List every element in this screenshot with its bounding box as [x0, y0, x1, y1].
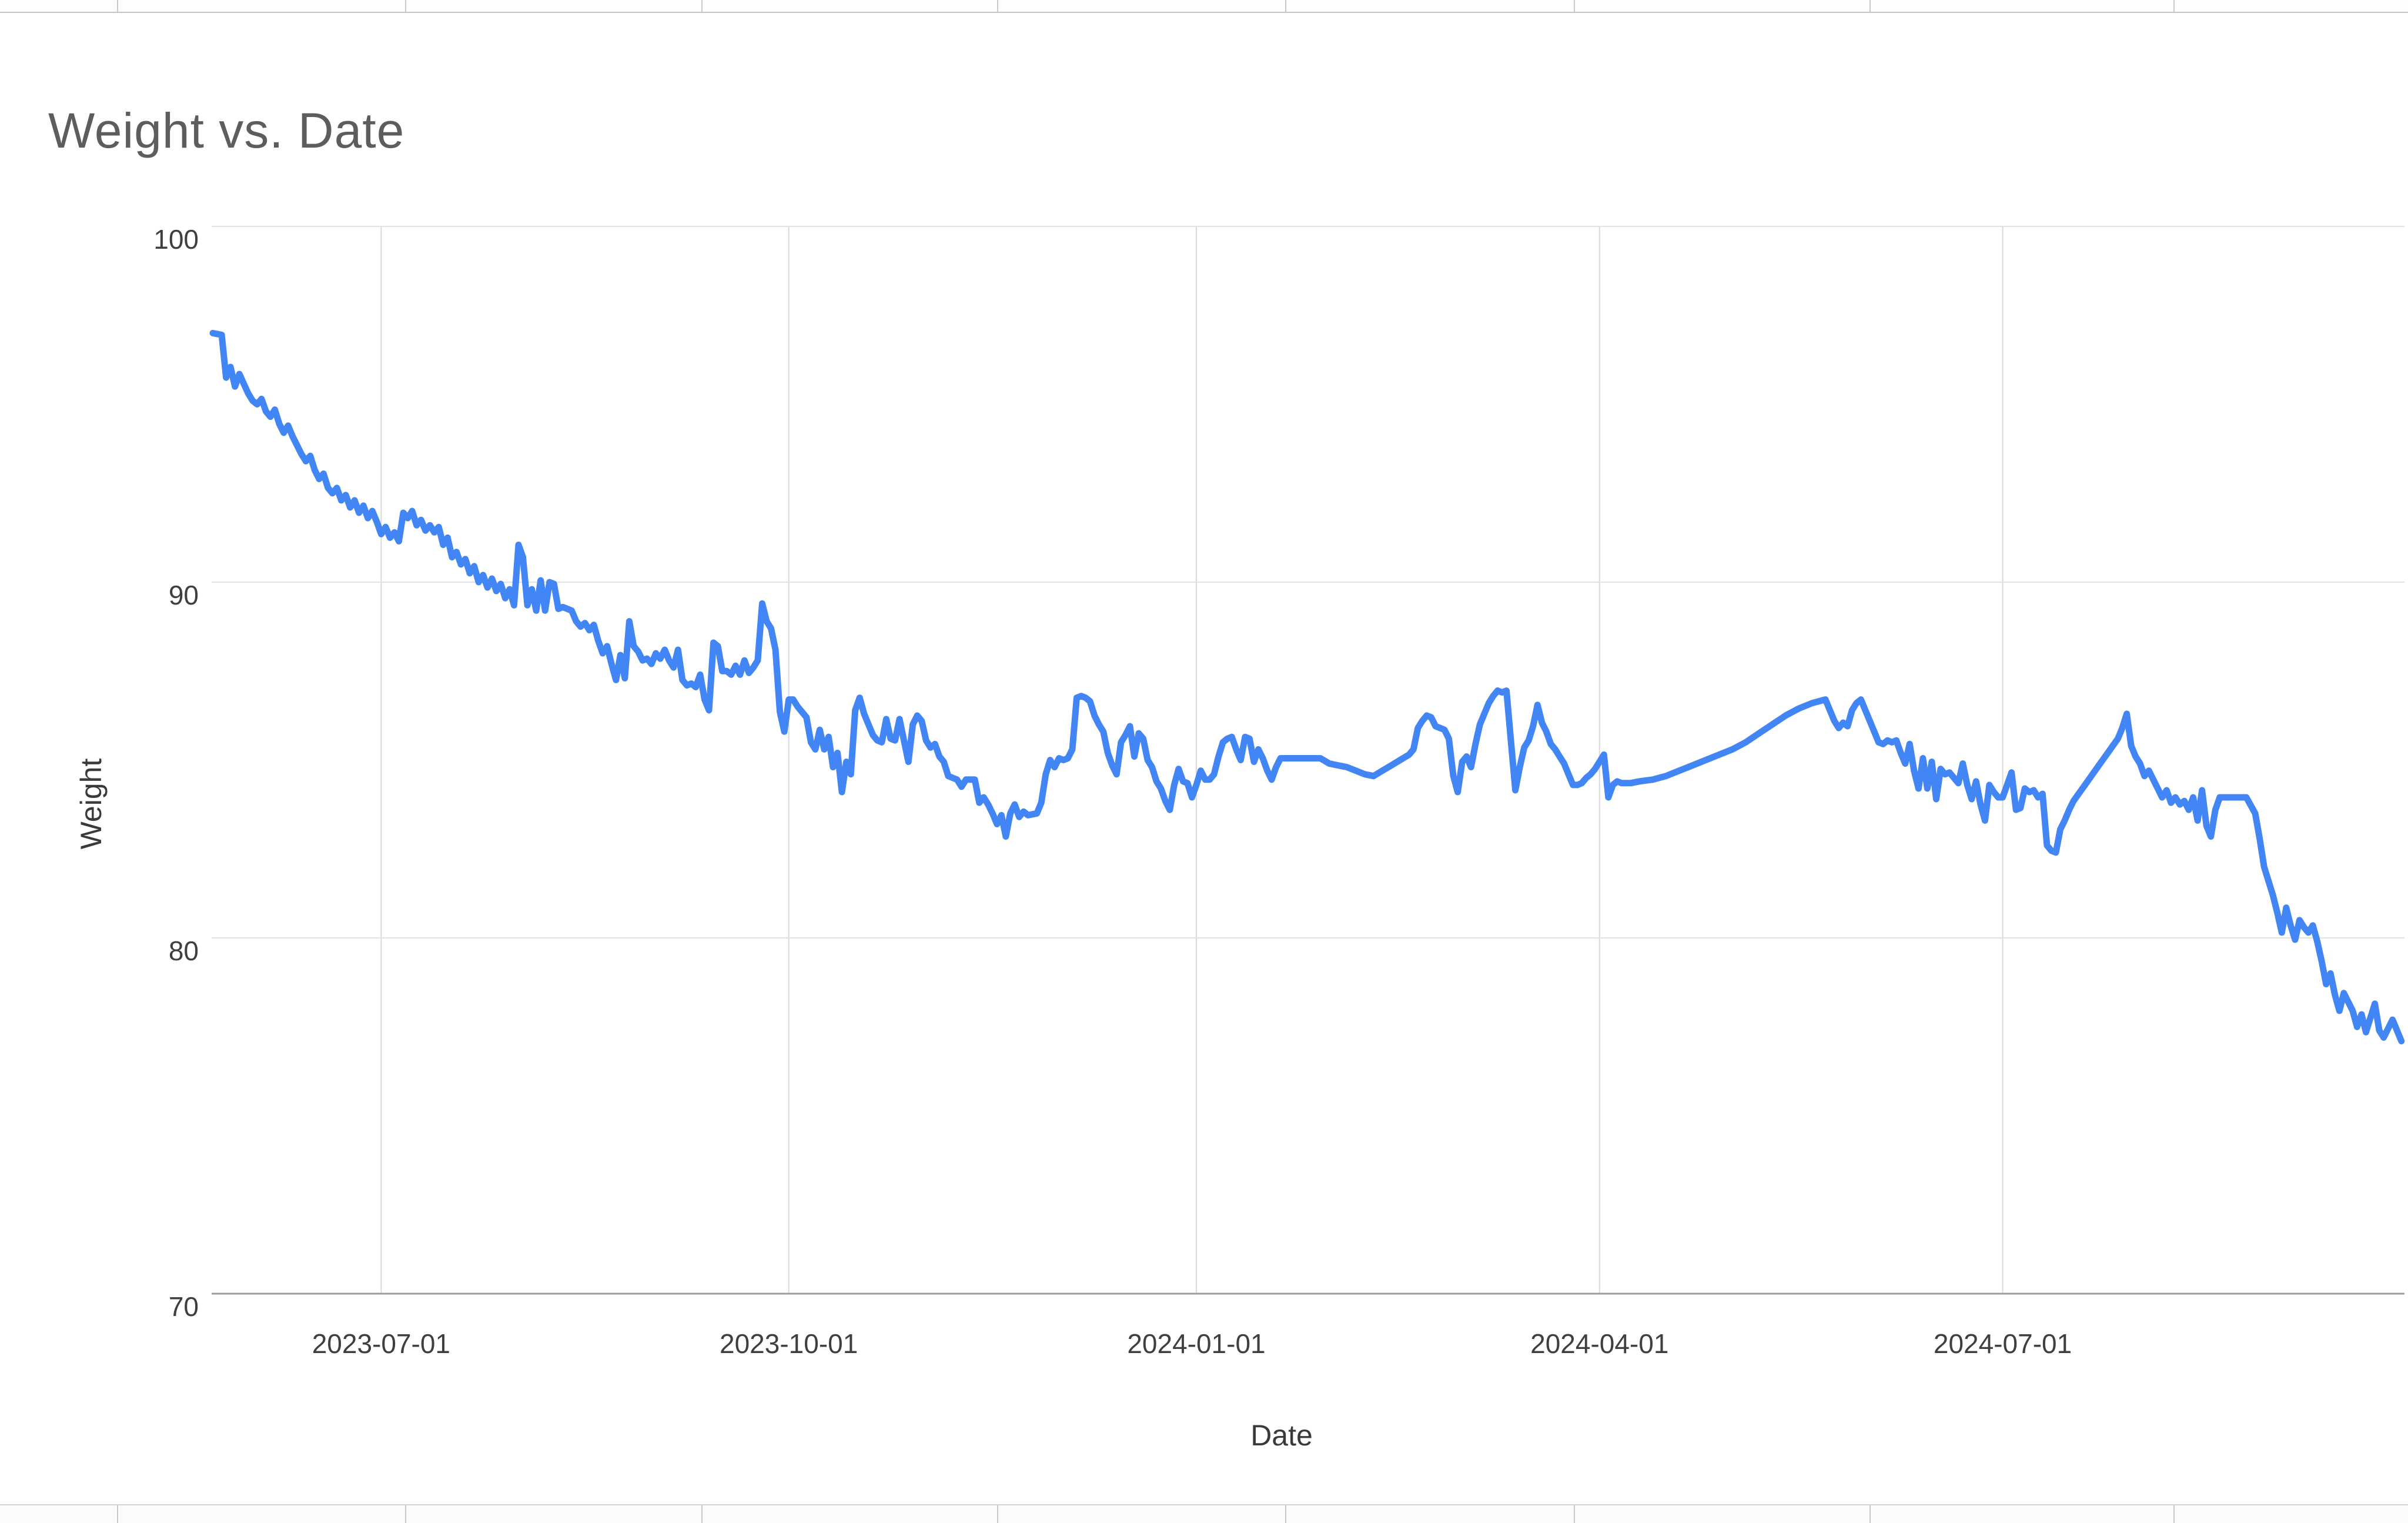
spreadsheet-cell-border	[701, 0, 703, 12]
spreadsheet-cell-border	[997, 1505, 998, 1523]
spreadsheet-cell-border	[1574, 0, 1575, 12]
spreadsheet-cell-border	[1285, 1505, 1286, 1523]
spreadsheet-top-row-strip	[0, 0, 2408, 13]
spreadsheet-bottom-row-strip	[0, 1504, 2408, 1523]
spreadsheet-cell-border	[2173, 1505, 2175, 1523]
spreadsheet-cell-border	[1869, 0, 1871, 12]
weight-line-chart[interactable]	[0, 13, 2408, 1522]
spreadsheet-cell-border	[1869, 1505, 1871, 1523]
chart-title: Weight vs. Date	[48, 103, 405, 158]
spreadsheet-cell-border	[997, 0, 998, 12]
x-axis-title: Date	[1250, 1419, 1313, 1452]
spreadsheet-cell-border	[2173, 0, 2175, 12]
spreadsheet-cell-border	[117, 0, 118, 12]
chart-card[interactable]: Weight vs. Date Weight 100 90 80 70 2023-07…	[0, 13, 2408, 1504]
spreadsheet-cell-border	[405, 0, 406, 12]
spreadsheet-cell-border	[117, 1505, 118, 1523]
spreadsheet-cell-border	[1574, 1505, 1575, 1523]
spreadsheet-cell-border	[1285, 0, 1286, 12]
spreadsheet-cell-border	[701, 1505, 703, 1523]
spreadsheet-cell-border	[405, 1505, 406, 1523]
series-weight-line	[209, 330, 2405, 1044]
